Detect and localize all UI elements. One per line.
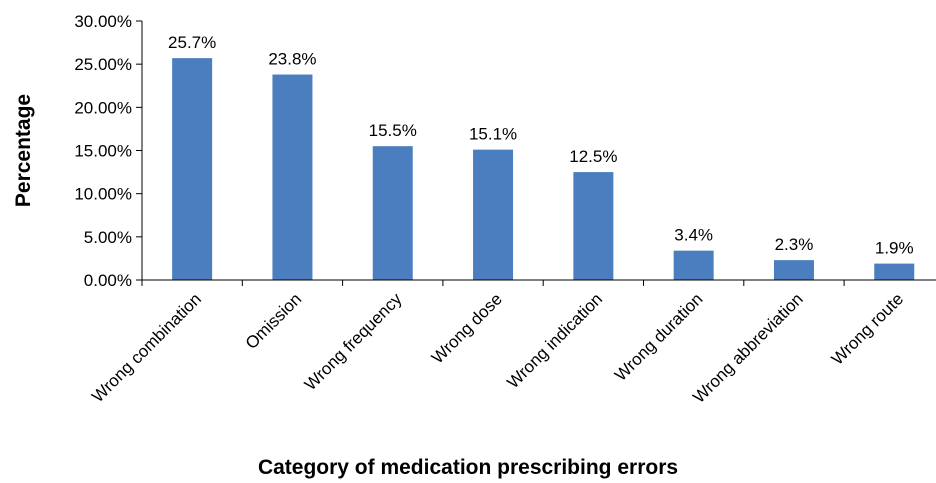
bar-value-label: 23.8% — [268, 50, 316, 69]
y-axis-title: Percentage — [12, 94, 35, 207]
y-tick-label: 20.00% — [74, 98, 132, 117]
bar-value-label: 1.9% — [875, 239, 914, 258]
data-labels: 25.7% 23.8% 15.5% 15.1% 12.5% 3.4% 2.3% 1.9% — [168, 33, 914, 257]
y-tick-label: 10.00% — [74, 185, 132, 204]
y-tick-label: 5.00% — [84, 228, 132, 247]
y-tick-label: 0.00% — [84, 271, 132, 290]
bar — [573, 172, 614, 280]
bar — [172, 58, 213, 280]
y-tick-label: 25.00% — [74, 55, 132, 74]
bar-value-label: 2.3% — [775, 235, 814, 254]
bar — [773, 260, 814, 280]
y-tick-label: 15.00% — [74, 142, 132, 161]
bar-value-label: 25.7% — [168, 33, 216, 52]
bar-value-label: 12.5% — [569, 147, 617, 166]
y-axis-ticks: 0.00% 5.00% 10.00% 15.00% 20.00% 25.00% 30.00% — [74, 12, 142, 290]
x-category-label: Wrong combination — [88, 289, 205, 406]
bar — [673, 250, 714, 280]
bar — [874, 263, 915, 280]
bar-value-label: 15.1% — [469, 125, 517, 144]
x-category-label: Wrong dose — [428, 289, 506, 367]
x-category-label: Wrong route — [828, 289, 907, 368]
x-axis-title: Category of medication prescribing error… — [258, 456, 678, 479]
bar — [473, 149, 514, 280]
y-tick-label: 30.00% — [74, 12, 132, 31]
x-category-label: Wrong abbreviation — [689, 289, 806, 406]
bar-value-label: 15.5% — [369, 121, 417, 140]
x-category-label: Wrong indication — [503, 289, 606, 392]
bar — [272, 74, 313, 280]
bar-value-label: 3.4% — [674, 226, 713, 245]
x-category-label: Wrong duration — [611, 289, 706, 384]
bar — [372, 146, 413, 280]
x-category-label: Wrong frequency — [301, 289, 406, 394]
x-category-label: Omission — [242, 289, 306, 353]
bars — [172, 58, 915, 280]
